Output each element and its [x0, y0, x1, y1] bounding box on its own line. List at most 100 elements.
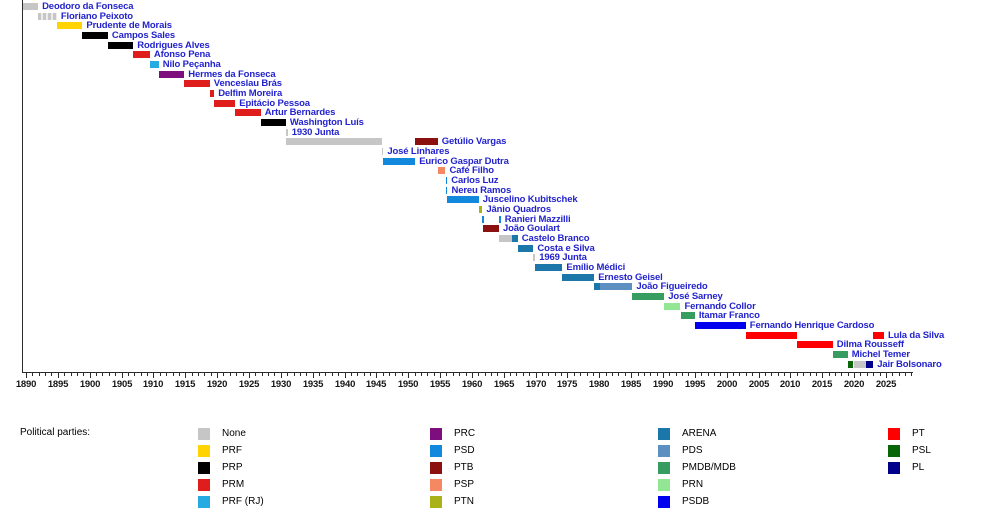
minor-tick — [402, 373, 403, 376]
minor-tick — [516, 373, 517, 376]
minor-tick — [587, 373, 588, 376]
x-tick-label: 1980 — [588, 379, 610, 390]
president-label: Nilo Peçanha — [162, 58, 221, 70]
president-label: João Figueiredo — [636, 280, 708, 292]
x-tick-label: 1930 — [270, 379, 292, 390]
major-tick — [886, 373, 887, 378]
president-label: José Linhares — [387, 145, 450, 157]
minor-tick — [873, 373, 874, 376]
x-tick-label: 1890 — [15, 379, 37, 390]
minor-tick — [739, 373, 740, 376]
major-tick — [249, 373, 250, 378]
term-bar-arena — [594, 283, 600, 290]
legend-label: PRC — [454, 428, 476, 439]
minor-tick — [71, 373, 72, 376]
minor-tick — [733, 373, 734, 376]
minor-tick — [383, 373, 384, 376]
timeline-row: Fernando Henrique Cardoso — [0, 319, 1000, 332]
timeline-row: Ernesto Geisel — [0, 272, 1000, 284]
legend-label: PSL — [912, 445, 931, 456]
term-bar-ptb — [482, 225, 499, 232]
minor-tick — [548, 373, 549, 376]
legend-label: PRF — [222, 445, 242, 456]
minor-tick — [147, 373, 148, 376]
minor-tick — [618, 373, 619, 376]
legend-swatch-prn — [658, 479, 670, 491]
major-tick — [504, 373, 505, 378]
minor-tick — [236, 373, 237, 376]
legend-label: PSDB — [682, 496, 710, 507]
minor-tick — [364, 373, 365, 376]
president-label: Washington Luís — [289, 116, 364, 128]
minor-tick — [701, 373, 702, 376]
timeline-row: Dilma Rousseff — [0, 339, 1000, 351]
timeline-row: Ranieri Mazzilli — [0, 214, 1000, 226]
x-tick-label: 2010 — [779, 379, 801, 390]
minor-tick — [657, 373, 658, 376]
minor-tick — [669, 373, 670, 376]
x-tick-label: 1935 — [302, 379, 324, 390]
president-label: Juscelino Kubitschek — [482, 193, 578, 205]
president-label: Carlos Luz — [451, 174, 499, 186]
minor-tick — [421, 373, 422, 376]
president-label: Fernando Henrique Cardoso — [749, 319, 875, 331]
major-tick — [122, 373, 123, 378]
minor-tick — [77, 373, 78, 376]
x-tick-label: 1955 — [429, 379, 451, 390]
term-bar-psd — [383, 158, 416, 165]
minor-tick — [714, 373, 715, 376]
timeline-row: Nilo Peçanha — [0, 58, 1000, 71]
minor-tick — [32, 373, 33, 376]
minor-tick — [134, 373, 135, 376]
term-bar-prm — [133, 51, 150, 58]
minor-tick — [179, 373, 180, 376]
major-tick — [695, 373, 696, 378]
legend-label: PDS — [682, 445, 703, 456]
timeline-row: Emílio Médici — [0, 262, 1000, 274]
legend-swatch-prf-rj- — [198, 496, 210, 508]
president-label: Lula da Silva — [888, 329, 945, 341]
major-tick — [727, 373, 728, 378]
legend-swatch-psp — [430, 479, 442, 491]
legend-swatch-pmdb-mdb — [658, 462, 670, 474]
minor-tick — [880, 373, 881, 376]
major-tick — [376, 373, 377, 378]
major-tick — [58, 373, 59, 378]
president-label: Campos Sales — [111, 29, 176, 41]
president-label: Venceslau Brás — [213, 77, 282, 89]
minor-tick — [160, 373, 161, 376]
minor-tick — [612, 373, 613, 376]
timeline-row: Deodoro da Fonseca — [0, 1, 1000, 13]
timeline-row: Itamar Franco — [0, 310, 1000, 322]
term-bar-prp — [107, 42, 134, 49]
minor-tick — [529, 373, 530, 376]
term-bar-psd — [499, 216, 501, 223]
minor-tick — [115, 373, 116, 376]
minor-tick — [485, 373, 486, 376]
major-tick — [153, 373, 154, 378]
minor-tick — [542, 373, 543, 376]
minor-tick — [96, 373, 97, 376]
x-tick-label: 2020 — [843, 379, 865, 390]
term-bar-arena — [534, 264, 563, 271]
minor-tick — [83, 373, 84, 376]
minor-tick — [829, 373, 830, 376]
timeline-row: João Goulart — [0, 223, 1000, 235]
minor-tick — [765, 373, 766, 376]
minor-tick — [606, 373, 607, 376]
president-label: Hermes da Fonseca — [188, 68, 276, 80]
x-tick-label: 1985 — [620, 379, 642, 390]
timeline-row: Venceslau Brás — [0, 77, 1000, 90]
president-label: Jair Bolsonaro — [877, 358, 942, 370]
major-tick — [567, 373, 568, 378]
minor-tick — [300, 373, 301, 376]
minor-tick — [102, 373, 103, 376]
term-bar-prm — [235, 109, 261, 116]
timeline-row: Costa e Silva — [0, 243, 1000, 255]
legend-label: PRN — [682, 479, 704, 490]
legend-swatch-pds — [658, 445, 670, 457]
major-tick — [313, 373, 314, 378]
term-bar-prf — [56, 22, 83, 29]
minor-tick — [338, 373, 339, 376]
minor-tick — [230, 373, 231, 376]
